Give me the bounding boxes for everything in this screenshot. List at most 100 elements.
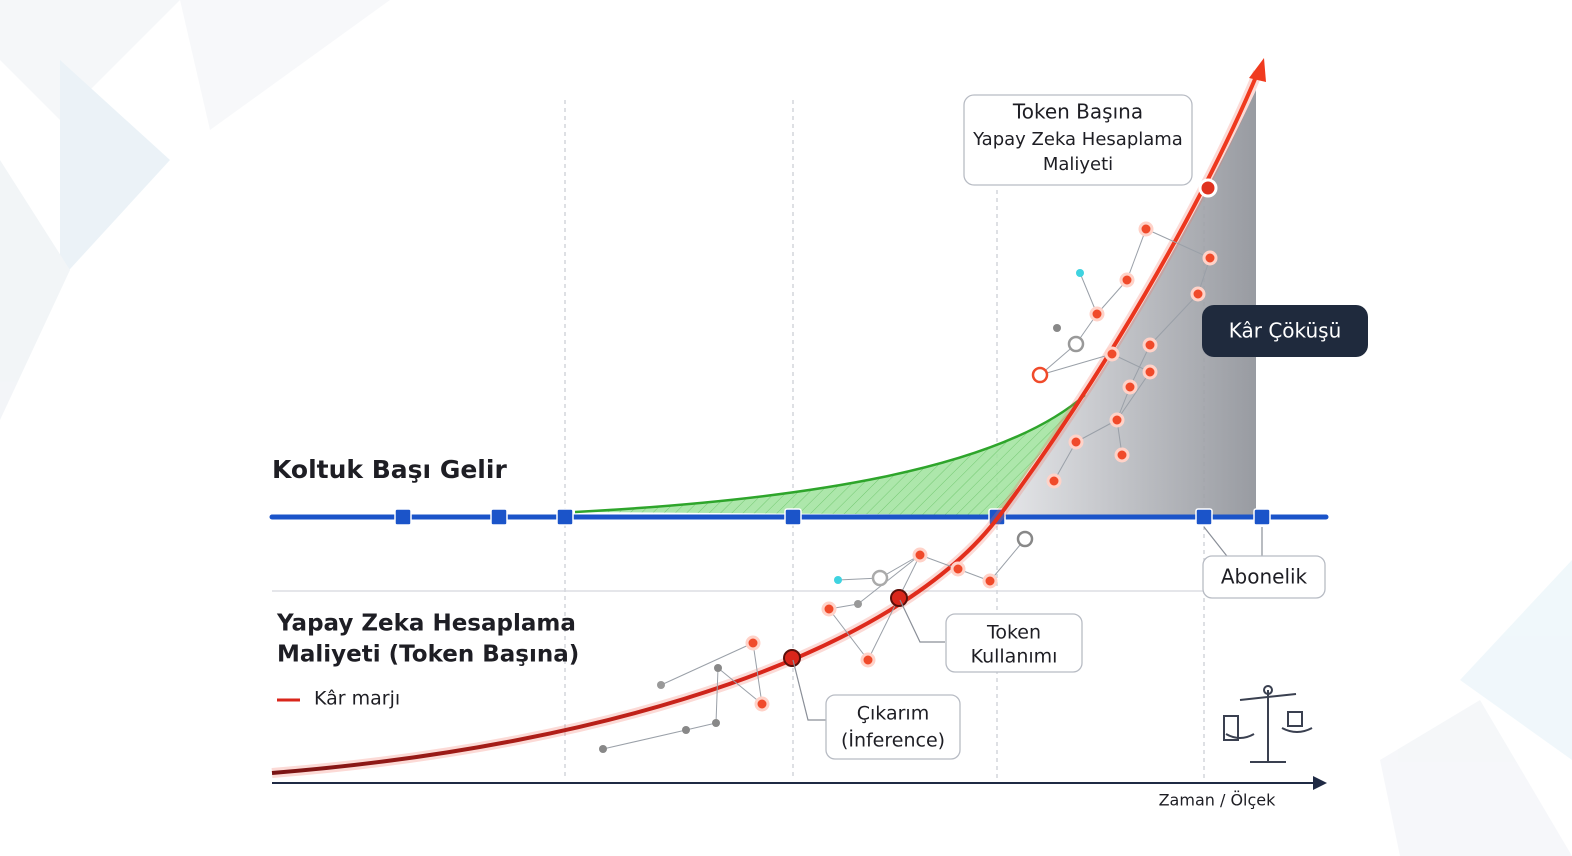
network-link <box>685 722 717 731</box>
cost-label: Yapay Zeka Hesaplama <box>276 611 576 637</box>
decor-shape <box>0 160 70 420</box>
network-node <box>871 569 889 587</box>
revenue-marker <box>490 508 508 526</box>
network-link <box>752 642 763 705</box>
network-link <box>1116 371 1151 421</box>
revenue-marker <box>1253 508 1271 526</box>
network-node <box>1016 530 1034 548</box>
revenue-label: Koltuk Başı Gelir <box>272 455 507 484</box>
legend-label: Kâr marjı <box>314 688 400 710</box>
network-node <box>821 601 837 617</box>
network-node <box>1122 379 1138 395</box>
network-node <box>712 719 720 727</box>
decor-shape <box>60 60 170 280</box>
network-node <box>754 696 770 712</box>
revenue-marker <box>784 508 802 526</box>
network-link <box>1145 228 1211 259</box>
network-link <box>715 667 719 724</box>
revenue-marker <box>394 508 412 526</box>
network-node <box>599 745 607 753</box>
x-axis-arrow <box>1313 776 1327 790</box>
network-link <box>660 642 754 686</box>
callout-text: Çıkarım <box>857 703 929 725</box>
network-node <box>860 652 876 668</box>
revenue-marker <box>1195 508 1213 526</box>
network-link <box>1129 344 1151 388</box>
collapse-text: Kâr Çöküşü <box>1229 319 1342 343</box>
revenue-marker <box>556 508 574 526</box>
network-node <box>682 726 690 734</box>
token-network <box>599 221 1218 753</box>
network-node <box>1190 286 1206 302</box>
profit-curve <box>574 394 1086 514</box>
network-node <box>657 681 665 689</box>
decor-shape <box>180 0 390 130</box>
network-link <box>867 554 921 661</box>
decor-shape <box>1460 560 1572 760</box>
network-node <box>1068 434 1084 450</box>
network-node <box>745 635 761 651</box>
network-node <box>854 600 862 608</box>
network-node <box>1109 412 1125 428</box>
callout-box <box>945 613 1083 673</box>
decor-shape <box>1380 700 1572 856</box>
network-node <box>714 664 722 672</box>
network-link <box>989 538 1026 582</box>
callout-box <box>1202 555 1326 599</box>
callout-box <box>825 694 961 760</box>
network-link <box>1075 419 1118 443</box>
cost-label: Maliyeti (Token Başına) <box>277 642 579 668</box>
network-node <box>1046 473 1062 489</box>
cost-point <box>783 649 801 667</box>
cost-arrow <box>1249 58 1266 82</box>
network-node <box>1142 337 1158 353</box>
network-node <box>1142 364 1158 380</box>
loss-area <box>1000 90 1256 517</box>
cost-point <box>1198 178 1218 198</box>
cost-point <box>890 589 908 607</box>
network-node <box>912 547 928 563</box>
callout-text: Abonelik <box>1221 565 1308 589</box>
callout-text: (İnference) <box>841 729 945 752</box>
callout-text: Maliyeti <box>1043 154 1113 175</box>
decor-shape <box>0 0 180 120</box>
connector <box>1203 526 1263 561</box>
network-link <box>857 554 921 605</box>
network-node <box>1104 346 1120 362</box>
network-node <box>1076 269 1084 277</box>
network-node <box>982 573 998 589</box>
cost-curve <box>271 71 1260 775</box>
network-link <box>828 608 869 661</box>
connector <box>792 659 828 721</box>
profit-area <box>575 395 1085 515</box>
callout-text: Token <box>986 622 1041 644</box>
network-node <box>1067 335 1085 353</box>
network-node <box>1138 221 1154 237</box>
network-node <box>1053 324 1061 332</box>
network-node <box>1089 306 1105 322</box>
collapse-box <box>1202 305 1368 357</box>
connector <box>899 599 945 643</box>
network-node <box>1202 250 1218 266</box>
scale-icon <box>1223 685 1313 763</box>
callout-text: Kullanımı <box>971 646 1058 668</box>
network-link <box>602 729 687 750</box>
network-node <box>950 561 966 577</box>
network-node <box>1119 272 1135 288</box>
network-link <box>1096 279 1128 315</box>
callout-text: Yapay Zeka Hesaplama <box>972 129 1183 150</box>
network-link <box>1126 228 1147 281</box>
callout-box <box>963 94 1193 186</box>
network-link <box>1039 353 1113 376</box>
callout-text: Token Başına <box>1012 100 1143 124</box>
network-node <box>834 576 842 584</box>
network-link <box>1149 293 1199 346</box>
x-axis-label: Zaman / Ölçek <box>1159 791 1277 810</box>
revenue-markers <box>394 508 1271 526</box>
network-node <box>1031 366 1049 384</box>
network-link <box>717 667 763 705</box>
